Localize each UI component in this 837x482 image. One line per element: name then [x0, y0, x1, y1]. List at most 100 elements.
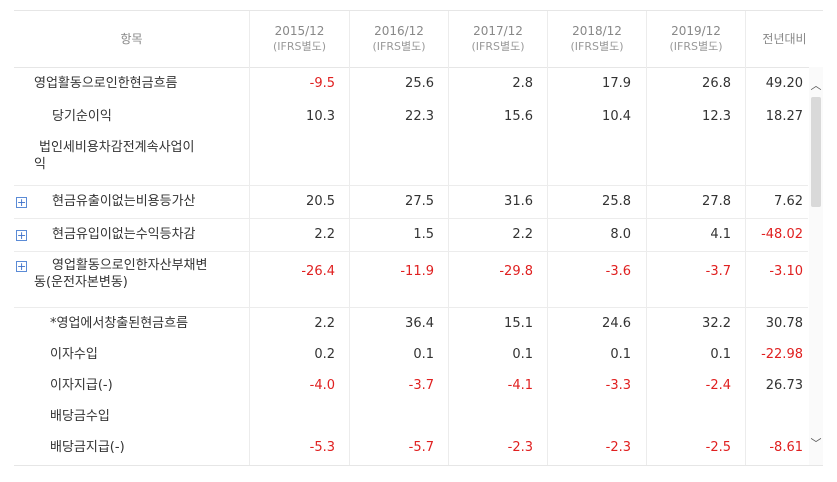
cell-yoy: 26.73 [765, 378, 803, 393]
cell-value: 2.2 [314, 227, 335, 242]
row-label-line1: 배당금수입 [50, 409, 110, 424]
cell-value: 1.5 [413, 227, 434, 242]
cell-value: -2.3 [507, 440, 533, 455]
row-label-line1: 이자지급(-) [50, 378, 113, 393]
cell-value: 36.4 [405, 316, 434, 331]
plus-square-icon[interactable]: + [16, 229, 27, 242]
row-label-line2: 익 [34, 157, 46, 172]
column-divider [448, 67, 449, 466]
cell-value: 0.2 [314, 347, 335, 362]
row-label-line1: 현금유입이없는수익등차감 [52, 227, 196, 242]
cell-value: 2.2 [512, 227, 533, 242]
cell-value: 10.4 [602, 109, 631, 124]
cell-yoy: -22.98 [761, 347, 803, 362]
cell-value: 10.3 [306, 109, 335, 124]
cell-value: 0.1 [413, 347, 434, 362]
plus-square-icon[interactable]: + [16, 196, 27, 209]
table-row: 이자수입 0.2 0.1 0.1 0.1 0.1 -22.98 [14, 339, 808, 369]
table-body[interactable]: 영업활동으로인한현금흐름 -9.5 25.6 2.8 17.9 26.8 49.20 당기순이… [14, 67, 823, 466]
table-row: *영업에서창출된현금흐름 2.2 36.4 15.1 24.6 32.2 30.78 [14, 307, 808, 339]
row-label-line1: 영업활동으로인한자산부채변 [52, 258, 208, 273]
header-basis: (IFRS별도) [669, 40, 723, 53]
header-item-label: 항목 [120, 32, 143, 46]
column-divider [745, 67, 746, 466]
row-label: 현금유입이없는수익등차감 [52, 226, 257, 243]
row-label-line1: 현금유출이없는비용등가산 [52, 194, 196, 209]
header-col-2019: 2019/12 (IFRS별도) [646, 11, 745, 67]
plus-square-icon[interactable]: + [16, 260, 27, 273]
cell-value: -2.4 [705, 378, 731, 393]
cell-yoy: -3.10 [769, 264, 803, 279]
row-label: 이자수입 [50, 346, 255, 363]
row-label-line1: 이자수입 [50, 347, 98, 362]
row-label-line2: 동(운전자본변동) [34, 275, 128, 290]
cell-value: 15.1 [504, 316, 533, 331]
column-divider [547, 67, 548, 466]
cell-value: -3.6 [605, 264, 631, 279]
cell-value: 4.1 [710, 227, 731, 242]
cell-value: 0.1 [512, 347, 533, 362]
table-row: 이자지급(-) -4.0 -3.7 -4.1 -3.3 -2.4 26.73 [14, 369, 808, 401]
cell-yoy: 30.78 [765, 316, 803, 331]
row-label-line1: 당기순이익 [52, 109, 112, 124]
cell-yoy: -8.61 [769, 440, 803, 455]
cell-value: -3.7 [408, 378, 434, 393]
cashflow-table: 항목 2015/12 (IFRS별도) 2016/12 (IFRS별도) 201… [14, 10, 823, 466]
row-label: 배당금수입 [50, 408, 255, 425]
cell-value: 0.1 [710, 347, 731, 362]
cell-value: -5.3 [309, 440, 335, 455]
row-label: 이자지급(-) [50, 377, 255, 394]
cell-value: 25.6 [405, 76, 434, 91]
row-label-line1: 법인세비용차감전계속사업이 [39, 140, 195, 155]
table-row: + 현금유출이없는비용등가산 20.5 27.5 31.6 25.8 27.8 7.62 [14, 185, 808, 219]
row-label: 당기순이익 [52, 108, 257, 125]
column-divider [349, 67, 350, 466]
cell-value: 2.8 [512, 76, 533, 91]
row-label: 영업활동으로인한현금흐름 [34, 75, 239, 92]
header-col-2018: 2018/12 (IFRS별도) [547, 11, 646, 67]
column-divider [646, 67, 647, 466]
cell-value: 12.3 [702, 109, 731, 124]
cell-value: 32.2 [702, 316, 731, 331]
header-col-2015: 2015/12 (IFRS별도) [249, 11, 349, 67]
cell-value: 26.8 [702, 76, 731, 91]
column-divider [249, 67, 250, 466]
scrollbar-thumb[interactable] [811, 97, 821, 207]
table-header: 항목 2015/12 (IFRS별도) 2016/12 (IFRS별도) 201… [14, 10, 823, 68]
header-col-2016: 2016/12 (IFRS별도) [349, 11, 448, 67]
row-label-line1: 배당금지급(-) [50, 440, 125, 455]
cell-value: -11.9 [400, 264, 434, 279]
cell-value: -3.7 [705, 264, 731, 279]
header-basis: (IFRS별도) [272, 40, 327, 53]
cell-value: 20.5 [306, 194, 335, 209]
header-col-2017: 2017/12 (IFRS별도) [448, 11, 547, 67]
header-basis: (IFRS별도) [570, 40, 624, 53]
header-year: 2018/12 [572, 24, 622, 38]
cell-value: 27.8 [702, 194, 731, 209]
cell-yoy: 49.20 [765, 76, 803, 91]
header-basis: (IFRS별도) [471, 40, 525, 53]
cell-value: -29.8 [499, 264, 533, 279]
vertical-scrollbar[interactable]: ︿ ﹀ [809, 67, 823, 466]
chevron-down-icon[interactable]: ﹀ [810, 437, 822, 450]
cell-value: -5.7 [408, 440, 434, 455]
chevron-up-icon[interactable]: ︿ [810, 79, 822, 92]
cell-value: 31.6 [504, 194, 533, 209]
table-row: 배당금지급(-) -5.3 -5.7 -2.3 -2.3 -2.5 -8.61 [14, 431, 808, 463]
cell-value: -3.3 [605, 378, 631, 393]
cell-value: 0.1 [610, 347, 631, 362]
cell-value: -2.5 [705, 440, 731, 455]
header-year: 2016/12 [374, 24, 424, 38]
cell-value: -9.5 [309, 76, 335, 91]
cell-value: -26.4 [301, 264, 335, 279]
cell-yoy: 18.27 [765, 109, 803, 124]
table-row: 배당금수입 [14, 401, 808, 431]
cell-value: 17.9 [602, 76, 631, 91]
cell-value: 8.0 [610, 227, 631, 242]
table-bottom-border [14, 465, 823, 466]
cell-value: -2.3 [605, 440, 631, 455]
